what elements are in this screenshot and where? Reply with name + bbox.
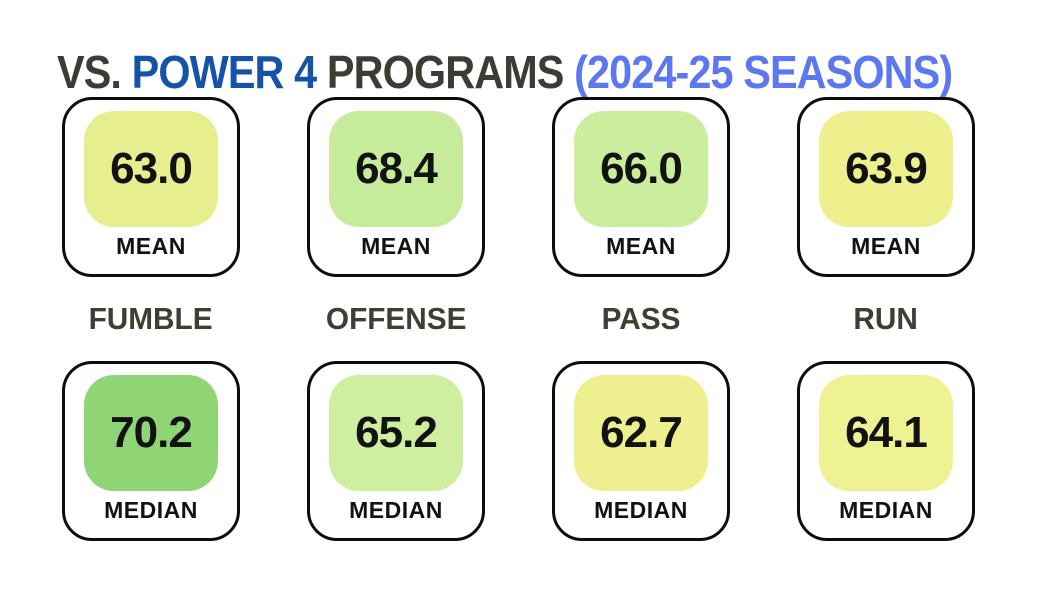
mean-card: 68.4 MEAN bbox=[307, 97, 485, 277]
title-programs: PROGRAMS bbox=[326, 45, 575, 98]
value-swatch: 63.0 bbox=[84, 111, 218, 227]
page-title: VS. POWER 4 PROGRAMS (2024-25 SEASONS) bbox=[57, 45, 953, 99]
mean-card: 63.0 MEAN bbox=[62, 97, 240, 277]
value-swatch: 68.4 bbox=[329, 111, 463, 227]
title-vs: VS. bbox=[57, 45, 132, 98]
value-swatch: 70.2 bbox=[84, 375, 218, 491]
stat-value: 70.2 bbox=[110, 408, 193, 457]
value-swatch: 64.1 bbox=[819, 375, 953, 491]
stat-type-label: MEDIAN bbox=[104, 497, 198, 523]
stat-column-run: 63.9 MEAN RUN 64.1 MEDIAN bbox=[797, 97, 975, 541]
stat-type-label: MEDIAN bbox=[594, 497, 688, 523]
stat-value: 64.1 bbox=[845, 408, 928, 457]
mean-card: 63.9 MEAN bbox=[797, 97, 975, 277]
stat-value: 63.9 bbox=[845, 144, 928, 193]
stat-column-pass: 66.0 MEAN PASS 62.7 MEDIAN bbox=[552, 97, 730, 541]
stat-column-offense: 68.4 MEAN OFFENSE 65.2 MEDIAN bbox=[307, 97, 485, 541]
median-card: 64.1 MEDIAN bbox=[797, 361, 975, 541]
stat-type-label: MEAN bbox=[116, 233, 186, 259]
stat-value: 65.2 bbox=[355, 408, 438, 457]
category-label: OFFENSE bbox=[325, 301, 467, 336]
mean-card: 66.0 MEAN bbox=[552, 97, 730, 277]
value-swatch: 65.2 bbox=[329, 375, 463, 491]
stat-type-label: MEDIAN bbox=[349, 497, 443, 523]
stat-type-label: MEAN bbox=[361, 233, 431, 259]
stat-column-fumble: 63.0 MEAN FUMBLE 70.2 MEDIAN bbox=[62, 97, 240, 541]
median-card: 65.2 MEDIAN bbox=[307, 361, 485, 541]
category-label: RUN bbox=[853, 301, 919, 336]
median-card: 62.7 MEDIAN bbox=[552, 361, 730, 541]
value-swatch: 62.7 bbox=[574, 375, 708, 491]
stat-type-label: MEDIAN bbox=[839, 497, 933, 523]
stat-type-label: MEAN bbox=[606, 233, 676, 259]
category-label: FUMBLE bbox=[89, 301, 213, 336]
stat-value: 62.7 bbox=[600, 408, 683, 457]
value-swatch: 66.0 bbox=[574, 111, 708, 227]
stat-type-label: MEAN bbox=[851, 233, 921, 259]
stats-grid: 63.0 MEAN FUMBLE 70.2 MEDIAN 68.4 MEAN O… bbox=[62, 97, 975, 541]
stat-value: 68.4 bbox=[355, 144, 438, 193]
value-swatch: 63.9 bbox=[819, 111, 953, 227]
title-power4: POWER 4 bbox=[131, 45, 327, 98]
category-label: PASS bbox=[601, 301, 681, 336]
stat-value: 63.0 bbox=[110, 144, 193, 193]
stat-value: 66.0 bbox=[600, 144, 683, 193]
median-card: 70.2 MEDIAN bbox=[62, 361, 240, 541]
title-seasons: (2024-25 SEASONS) bbox=[574, 45, 953, 98]
